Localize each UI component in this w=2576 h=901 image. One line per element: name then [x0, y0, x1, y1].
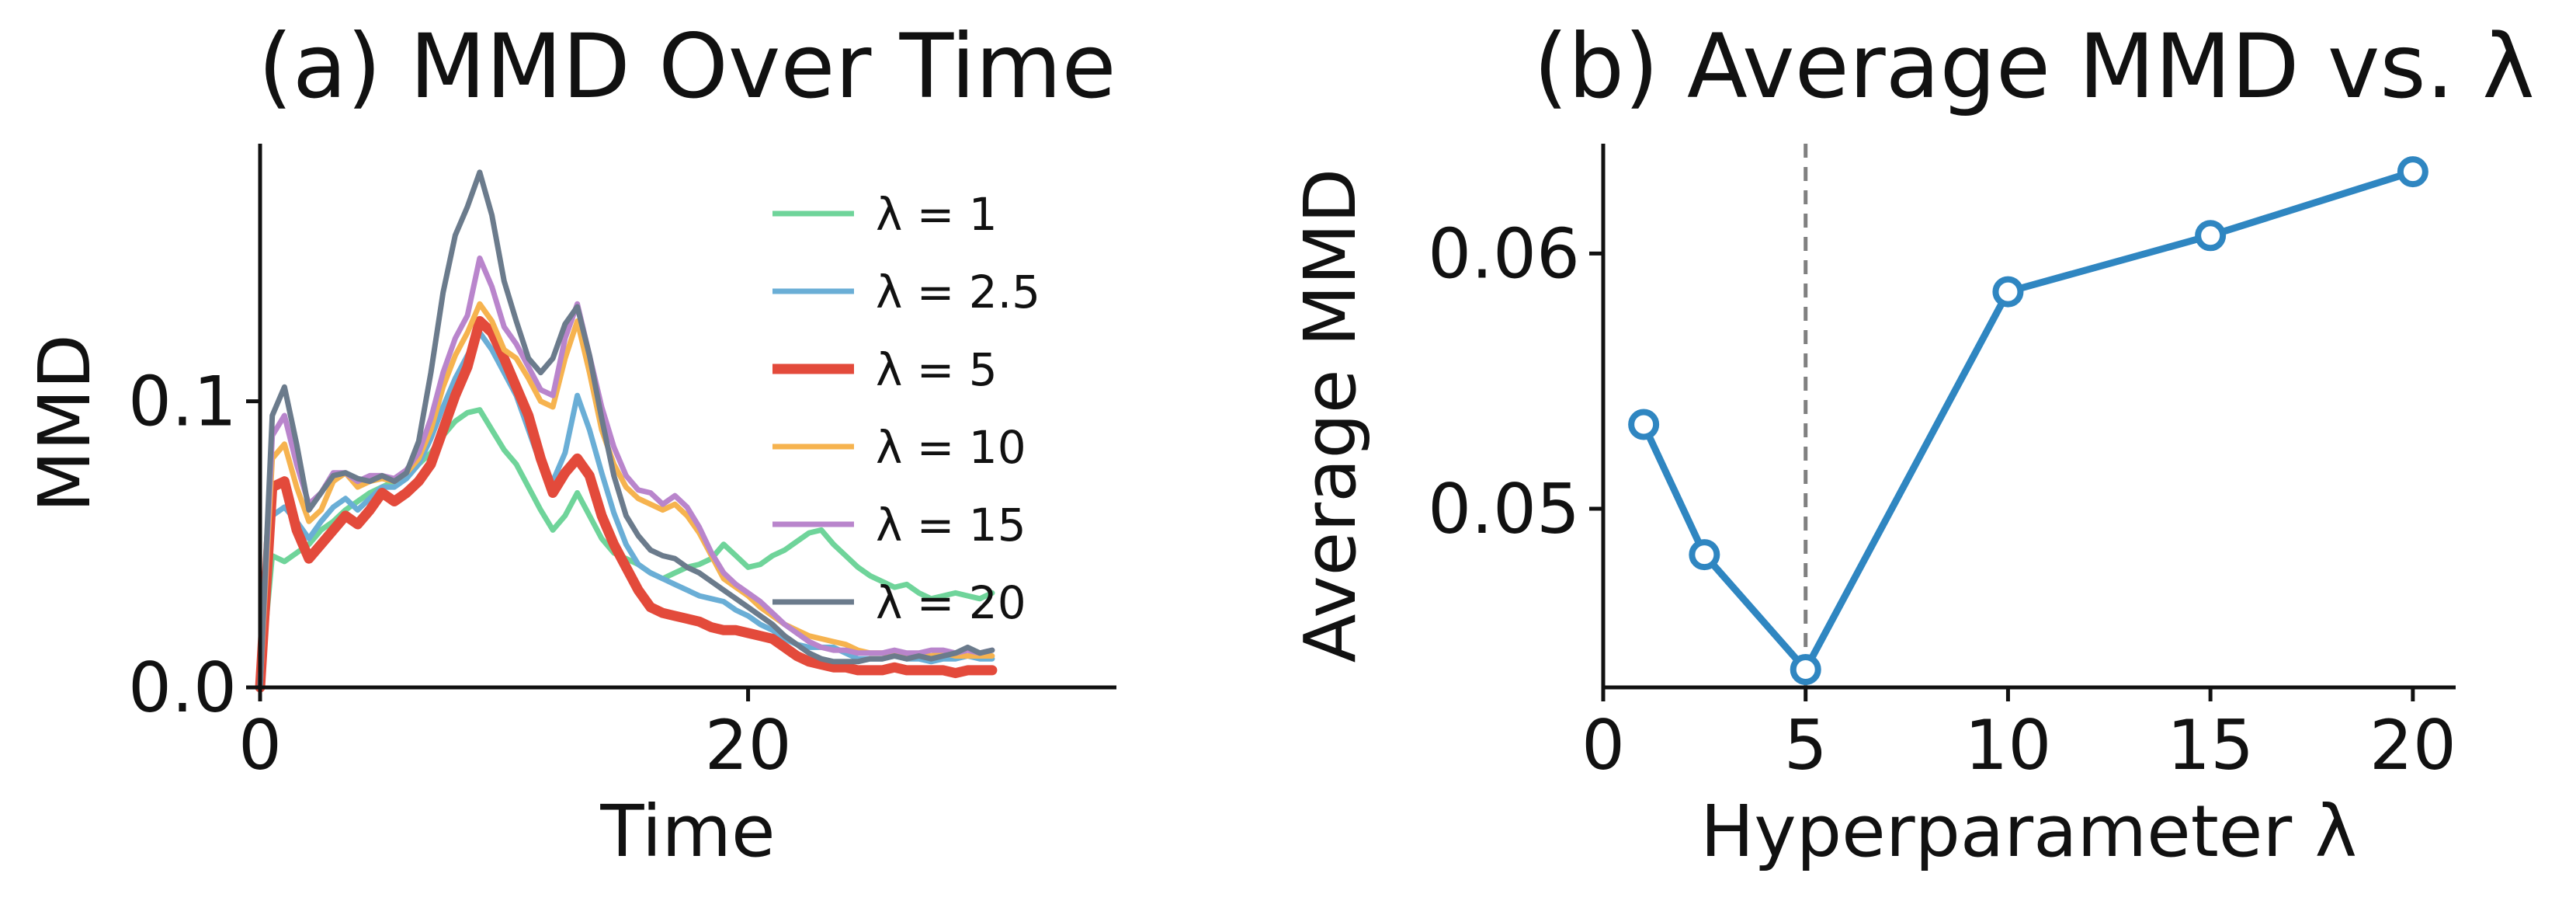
data-point: [2195, 220, 2227, 252]
series-line-5: [257, 169, 995, 691]
series-line: [1640, 168, 2415, 673]
panel-a: (a) MMD Over Time 0 20 0.0 0.1 Time MMD λ =…: [23, 15, 1116, 873]
legend-label: λ = 5: [876, 343, 998, 396]
data-point: [1689, 539, 1720, 571]
panel-a-legend: λ = 1 λ = 2.5 λ = 5 λ = 10 λ = 15 λ = 20: [772, 188, 1040, 629]
panel-b-title: (b) Average MMD vs. λ: [1533, 15, 2534, 118]
y-tick-label: 0.1: [128, 362, 237, 442]
legend-label: λ = 10: [876, 421, 1026, 474]
panel-a-ticks: 0 20 0.0 0.1: [128, 362, 792, 785]
panel-b-x-label: Hyperparameter λ: [1700, 790, 2357, 873]
panel-b-y-label: Average MMD: [1289, 169, 1372, 663]
y-tick-label: 0.05: [1428, 469, 1580, 549]
panel-b-ticks: 0 5 10 15 20 0.05 0.06: [1428, 214, 2456, 785]
panel-b: (b) Average MMD vs. λ 0 5 10 15 20 0.05 0.06 H…: [1289, 15, 2535, 873]
x-tick-label: 5: [1784, 705, 1828, 785]
legend-label: λ = 15: [876, 499, 1026, 551]
data-point: [1992, 276, 2024, 308]
panel-a-y-label: MMD: [23, 334, 106, 513]
data-point: [1628, 409, 1660, 440]
panel-a-plot-area: [255, 169, 998, 693]
x-tick-label: 0: [238, 705, 282, 785]
legend-label: λ = 1: [876, 188, 998, 241]
x-tick-label: 0: [1581, 705, 1625, 785]
x-tick-label: 20: [705, 705, 792, 785]
x-tick-label: 15: [2167, 705, 2254, 785]
x-tick-label: 10: [1964, 705, 2051, 785]
legend-label: λ = 2.5: [876, 266, 1040, 318]
panel-a-title: (a) MMD Over Time: [258, 15, 1116, 118]
series-line-2: [255, 315, 998, 693]
panel-b-plot-area: [1628, 156, 2428, 685]
x-tick-label: 20: [2369, 705, 2456, 785]
y-tick-label: 0.06: [1428, 214, 1580, 294]
legend-label: λ = 20: [876, 576, 1026, 629]
data-point: [2397, 156, 2428, 188]
panel-a-x-label: Time: [599, 790, 775, 873]
data-point: [1790, 653, 1821, 685]
y-tick-label: 0.0: [128, 648, 237, 728]
